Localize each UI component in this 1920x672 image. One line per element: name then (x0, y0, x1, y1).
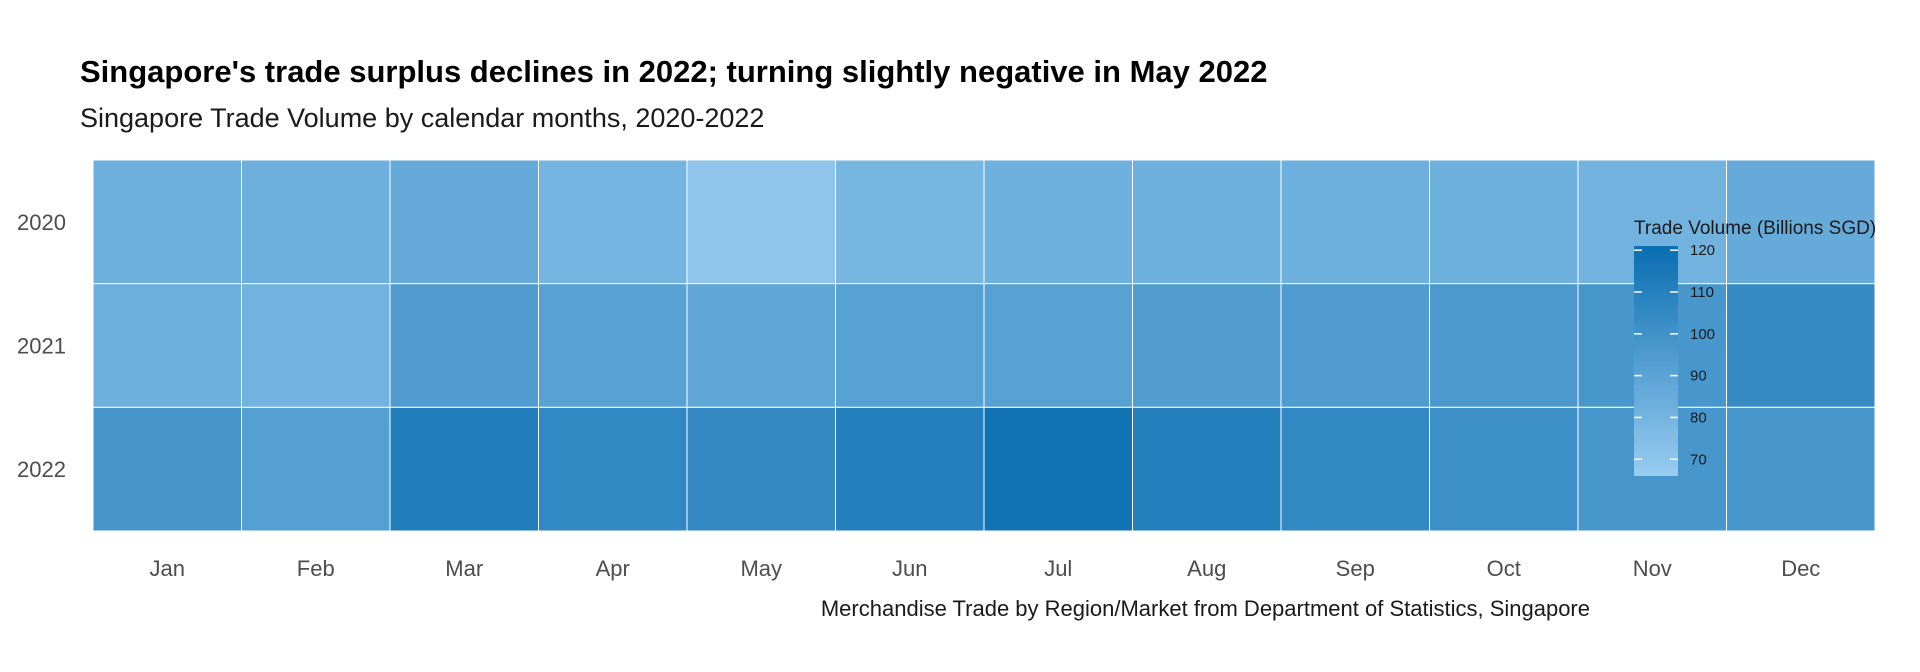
y-tick-label-2021: 2021 (17, 334, 66, 359)
heatmap-cell-2022-oct (1429, 406, 1579, 532)
heatmap-cell-2021-jun (835, 283, 985, 408)
heatmap-cell-2022-dec (1726, 406, 1876, 532)
y-tick-label-2020: 2020 (17, 210, 66, 235)
x-tick-label-sep: Sep (1336, 556, 1375, 581)
chart-subtitle: Singapore Trade Volume by calendar month… (80, 103, 764, 133)
heatmap-cell-2021-feb (241, 283, 391, 408)
heatmap-cell-2022-aug (1132, 406, 1282, 532)
heatmap-cell-2021-jan (92, 283, 242, 408)
heatmap-cell-2020-mar (389, 159, 539, 285)
chart-title: Singapore's trade surplus declines in 20… (80, 54, 1267, 89)
legend-colorbar (1634, 246, 1678, 476)
x-axis-labels: Jan Feb Mar Apr May Jun Jul Aug Sep Oct Nov Dec (150, 556, 1821, 581)
heatmap-cells (92, 159, 1876, 532)
heatmap-cell-2020-feb (241, 159, 391, 285)
heatmap-cell-2020-jun (835, 159, 985, 285)
x-tick-label-jul: Jul (1044, 556, 1072, 581)
legend-tick-label-80: 80 (1690, 409, 1707, 426)
x-tick-label-dec: Dec (1781, 556, 1820, 581)
heatmap-cell-2020-oct (1429, 159, 1579, 285)
heatmap-cell-2021-jul (983, 283, 1133, 408)
chart-caption: Merchandise Trade by Region/Market from … (821, 596, 1590, 621)
heatmap-cell-2022-jan (92, 406, 242, 532)
heatmap-cell-2021-dec (1726, 283, 1876, 408)
heatmap-cell-2021-sep (1280, 283, 1430, 408)
heatmap-cell-2020-apr (538, 159, 688, 285)
heatmap-cell-2020-jan (92, 159, 242, 285)
x-tick-label-aug: Aug (1187, 556, 1226, 581)
heatmap-cell-2020-may (686, 159, 836, 285)
x-tick-label-jan: Jan (150, 556, 185, 581)
legend-tick-label-120: 120 (1690, 242, 1715, 259)
legend-ticks: 70 80 90 100 110 120 (1634, 242, 1715, 468)
x-tick-label-mar: Mar (445, 556, 483, 581)
y-tick-label-2022: 2022 (17, 457, 66, 482)
heatmap-cell-2021-apr (538, 283, 688, 408)
x-tick-label-oct: Oct (1487, 556, 1521, 581)
heatmap-cell-2020-aug (1132, 159, 1282, 285)
heatmap-cell-2021-may (686, 283, 836, 408)
heatmap-cell-2022-sep (1280, 406, 1430, 532)
heatmap-cell-2020-jul (983, 159, 1133, 285)
heatmap-cell-2022-may (686, 406, 836, 532)
heatmap-cell-2021-oct (1429, 283, 1579, 408)
legend-tick-label-110: 110 (1690, 284, 1714, 301)
heatmap-cell-2022-jul (983, 406, 1133, 532)
legend-tick-label-70: 70 (1690, 451, 1707, 468)
color-legend: Trade Volume (Billions SGD) 70 80 90 100 110… (1634, 218, 1876, 476)
x-tick-label-nov: Nov (1633, 556, 1672, 581)
x-tick-label-jun: Jun (892, 556, 927, 581)
heatmap-cell-2020-sep (1280, 159, 1430, 285)
heatmap-cell-2022-jun (835, 406, 985, 532)
x-tick-label-apr: Apr (596, 556, 630, 581)
x-tick-label-feb: Feb (297, 556, 335, 581)
heatmap-cell-2020-dec (1726, 159, 1876, 285)
y-axis-labels: 2020 2021 2022 (17, 210, 66, 482)
legend-title: Trade Volume (Billions SGD) (1634, 218, 1876, 239)
heatmap-cell-2022-apr (538, 406, 688, 532)
heatmap-cell-2022-feb (241, 406, 391, 532)
legend-tick-label-90: 90 (1690, 368, 1707, 385)
heatmap-cell-2021-aug (1132, 283, 1282, 408)
heatmap-cell-2021-mar (389, 283, 539, 408)
heatmap-cell-2022-mar (389, 406, 539, 532)
x-tick-label-may: May (740, 556, 782, 581)
legend-tick-label-100: 100 (1690, 326, 1715, 343)
